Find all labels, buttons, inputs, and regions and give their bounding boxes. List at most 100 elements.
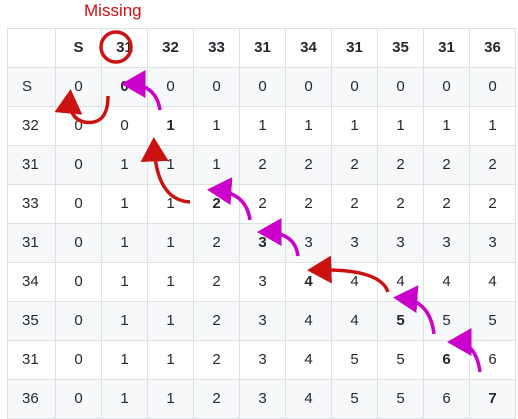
table-row: 31 0 1 1 1 2 2 2 2 2 2 (7, 145, 516, 185)
table-cell: 3 (377, 223, 424, 263)
table-cell: 2 (285, 184, 332, 224)
table-cell: 1 (285, 106, 332, 146)
row-header-cell: 31 (7, 340, 56, 380)
table-cell: 6 (423, 340, 470, 380)
table-cell: 0 (377, 67, 424, 107)
table-cell: 2 (377, 145, 424, 185)
row-header-cell: S (7, 67, 56, 107)
table-cell: 0 (55, 301, 102, 341)
table-cell: 1 (147, 262, 194, 302)
table-row: 35 0 1 1 2 3 4 4 5 5 5 (7, 301, 516, 341)
table-cell: 0 (55, 340, 102, 380)
table-cell: 2 (193, 340, 240, 380)
table-cell: 1 (101, 145, 148, 185)
table-row: 31 0 1 1 2 3 4 5 5 6 6 (7, 340, 516, 380)
table-cell: 4 (285, 340, 332, 380)
table-cell: 5 (377, 379, 424, 419)
row-header-cell: 31 (7, 223, 56, 263)
table-cell: 4 (469, 262, 516, 302)
table-cell: 4 (285, 301, 332, 341)
table-cell: 1 (193, 106, 240, 146)
table-cell: 1 (331, 106, 378, 146)
table-cell: 0 (55, 223, 102, 263)
table-cell: 5 (331, 379, 378, 419)
table-cell: 0 (331, 67, 378, 107)
table-cell: 3 (285, 223, 332, 263)
table-cell: 1 (101, 223, 148, 263)
table-cell: 2 (285, 145, 332, 185)
table-cell: 0 (55, 262, 102, 302)
table-cell: 2 (469, 184, 516, 224)
table-row: 34 0 1 1 2 3 4 4 4 4 4 (7, 262, 516, 302)
table-row: 31 0 1 1 2 3 3 3 3 3 3 (7, 223, 516, 263)
table-cell: 1 (101, 301, 148, 341)
lcs-table: S 31 32 33 31 34 31 35 31 36 S 0 0 0 0 0 0 0 0 0 0 32 0 0 1 1 1 1 1 1… (7, 28, 516, 419)
row-header-cell: 31 (7, 145, 56, 185)
table-cell: 3 (239, 223, 286, 263)
table-cell: 2 (331, 184, 378, 224)
table-cell: 2 (377, 184, 424, 224)
header-cell: 31 (331, 28, 378, 68)
table-cell: 0 (285, 67, 332, 107)
header-cell: 35 (377, 28, 424, 68)
table-cell: 1 (423, 106, 470, 146)
row-header-cell: 36 (7, 379, 56, 419)
header-cell: 36 (469, 28, 516, 68)
table-cell: 3 (331, 223, 378, 263)
table-cell: 0 (55, 67, 102, 107)
table-cell: 2 (193, 262, 240, 302)
table-cell: 6 (423, 379, 470, 419)
table-cell: 0 (101, 67, 148, 107)
table-cell: 1 (239, 106, 286, 146)
table-cell: 3 (239, 262, 286, 302)
table-cell: 0 (55, 145, 102, 185)
table-cell: 2 (193, 223, 240, 263)
table-cell: 4 (331, 262, 378, 302)
table-cell: 5 (469, 301, 516, 341)
table-cell: 2 (193, 379, 240, 419)
table-cell: 1 (377, 106, 424, 146)
table-cell: 5 (377, 301, 424, 341)
row-header-cell: 33 (7, 184, 56, 224)
header-cell: 31 (101, 28, 148, 68)
table-cell: 1 (101, 340, 148, 380)
table-cell: 1 (101, 379, 148, 419)
table-cell: 1 (147, 184, 194, 224)
row-header-cell: 35 (7, 301, 56, 341)
table-cell: 3 (423, 223, 470, 263)
row-header-cell: 34 (7, 262, 56, 302)
table-cell: 1 (147, 106, 194, 146)
table-cell: 0 (239, 67, 286, 107)
table-cell: 4 (423, 262, 470, 302)
table-cell: 0 (55, 184, 102, 224)
table-cell: 2 (239, 184, 286, 224)
table-cell: 2 (469, 145, 516, 185)
header-cell: 34 (285, 28, 332, 68)
table-row: 32 0 0 1 1 1 1 1 1 1 1 (7, 106, 516, 146)
header-cell: S (55, 28, 102, 68)
table-cell: 4 (285, 262, 332, 302)
header-cell: 31 (423, 28, 470, 68)
table-cell: 4 (331, 301, 378, 341)
header-cell: 33 (193, 28, 240, 68)
table-row: 33 0 1 1 2 2 2 2 2 2 2 (7, 184, 516, 224)
table-cell: 5 (331, 340, 378, 380)
table-cell: 5 (377, 340, 424, 380)
table-cell: 0 (147, 67, 194, 107)
table-cell: 0 (55, 106, 102, 146)
table-cell: 7 (469, 379, 516, 419)
missing-label: Missing (84, 1, 142, 20)
table-cell: 2 (193, 301, 240, 341)
table-cell: 6 (469, 340, 516, 380)
table-cell: 1 (101, 262, 148, 302)
table-cell: 1 (469, 106, 516, 146)
table-cell: 0 (423, 67, 470, 107)
table-cell: 5 (423, 301, 470, 341)
header-row: S 31 32 33 31 34 31 35 31 36 (7, 28, 516, 68)
header-cell (7, 28, 56, 68)
table-cell: 2 (193, 184, 240, 224)
table-cell: 3 (469, 223, 516, 263)
table-cell: 3 (239, 379, 286, 419)
table-cell: 1 (147, 223, 194, 263)
